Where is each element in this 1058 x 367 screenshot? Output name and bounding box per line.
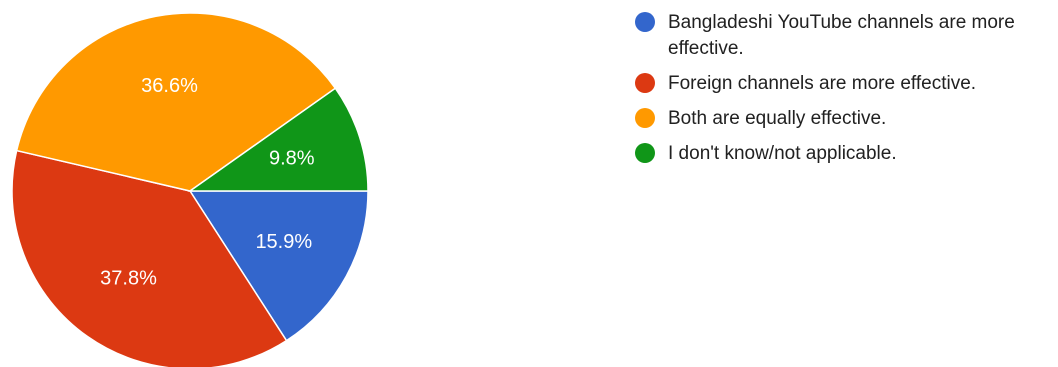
legend-label-both: Both are equally effective. [668, 108, 887, 129]
legend-item-bangladeshi[interactable]: Bangladeshi YouTube channels are more ef… [635, 10, 1055, 62]
pie-slice-dont-know[interactable] [187, 87, 369, 192]
legend-swatch-foreign [635, 73, 655, 93]
legend-label-dont-know: I don't know/not applicable. [668, 143, 897, 164]
pie-slice-both[interactable] [15, 12, 337, 192]
pie-slice-foreign[interactable] [11, 149, 288, 367]
legend-swatch-dont-know [635, 143, 655, 163]
legend-swatch-both [635, 108, 655, 128]
legend-item-both[interactable]: Both are equally effective. [635, 106, 1055, 132]
pie-slice-bangladeshi[interactable] [188, 190, 369, 342]
legend-swatch-bangladeshi [635, 12, 655, 32]
slice-label-bangladeshi: 15.9% [255, 231, 312, 253]
legend-label-bangladeshi: Bangladeshi YouTube channels are more ef… [668, 12, 1015, 59]
legend: Bangladeshi YouTube channels are more ef… [635, 10, 1055, 176]
legend-item-dont-know[interactable]: I don't know/not applicable. [635, 141, 1055, 167]
slice-label-foreign: 37.8% [100, 267, 157, 289]
slice-label-both: 36.6% [141, 75, 198, 97]
legend-label-foreign: Foreign channels are more effective. [668, 73, 977, 94]
slice-label-dont-know: 9.8% [269, 148, 315, 170]
pie-chart: 15.9% 37.8% 36.6% 9.8% [11, 12, 369, 367]
legend-item-foreign[interactable]: Foreign channels are more effective. [635, 71, 1055, 97]
